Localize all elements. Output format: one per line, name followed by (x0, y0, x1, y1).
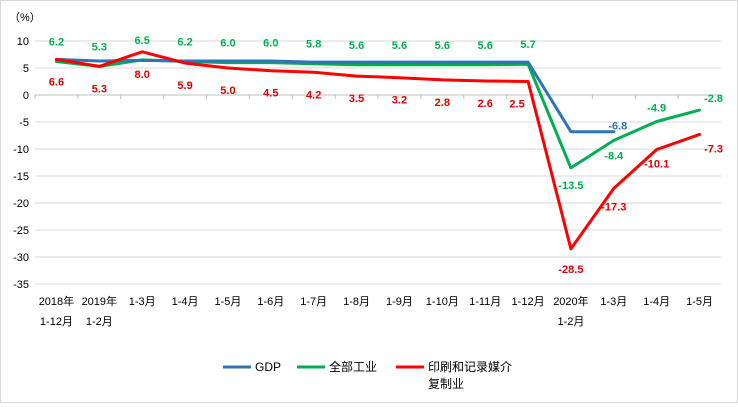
legend-label: 印刷和记录媒介 (428, 360, 512, 374)
axes: （%） 10 5 0 -5 -10 -15 -20 -25 -30 -35 2018年 1-12月 201… (9, 11, 722, 328)
x-tick-label: 1-3月 (129, 296, 156, 308)
x-tick-label: 1-4月 (172, 296, 199, 308)
x-tick-label: 1-5月 (214, 296, 241, 308)
data-label: 2.5 (509, 99, 524, 111)
data-label: -2.8 (704, 93, 723, 105)
data-label: -4.9 (647, 102, 666, 114)
x-tick-label: 1-4月 (643, 296, 670, 308)
data-label: 4.5 (263, 88, 278, 100)
y-tick-label: -10 (13, 144, 29, 156)
data-label: 6.2 (49, 37, 64, 49)
data-label: 3.2 (392, 95, 407, 107)
legend-item: GDP (223, 360, 281, 374)
y-tick-label: 0 (23, 90, 29, 102)
series-lines (54, 50, 702, 251)
data-label: -17.3 (601, 201, 626, 213)
y-tick-label: -35 (13, 279, 29, 291)
y-tick-label: -15 (13, 171, 29, 183)
y-tick-label: -30 (13, 252, 29, 264)
y-unit-label: （%） (9, 11, 41, 24)
x-tick-label: 1-2月 (557, 316, 584, 328)
data-label: -6.8 (608, 121, 627, 133)
data-label: 5.6 (349, 40, 364, 52)
data-label: 5.9 (177, 80, 192, 92)
data-label: -7.3 (704, 143, 723, 155)
y-tick-label: 10 (17, 36, 29, 48)
data-label: 6.5 (135, 35, 150, 47)
data-label: 5.7 (520, 39, 535, 51)
legend-label: 全部工业 (329, 359, 377, 374)
x-tick-label: 2020年 (553, 294, 588, 308)
data-label: -10.1 (644, 159, 669, 171)
data-labels: -6.8 6.2 5.3 6.5 6.2 6.0 6.0 5.8 5.6 5.6 5.6 5.6 5.7… (49, 35, 723, 276)
data-label: 6.2 (177, 37, 192, 49)
legend-item: 全部工业 (297, 359, 377, 374)
x-tick-label: 1-10月 (426, 296, 459, 308)
x-tick-label: 1-9月 (386, 296, 413, 308)
x-tick-label: 1-8月 (343, 296, 370, 308)
gridlines (35, 40, 721, 285)
x-tick-label: 1-7月 (300, 296, 327, 308)
x-tick-label: 1-12月 (512, 296, 545, 308)
x-tick-label: 1-6月 (257, 296, 284, 308)
x-tick-label: 1-11月 (469, 296, 501, 308)
data-label: 5.0 (220, 85, 235, 97)
y-tick-label: -25 (13, 225, 29, 237)
y-tick-label: -5 (19, 117, 29, 129)
x-tick-label: 1-12月 (40, 316, 73, 328)
x-tick-label: 1-2月 (86, 316, 113, 328)
data-label: 3.5 (349, 93, 364, 105)
data-label: 4.2 (306, 89, 321, 101)
data-label: 5.3 (92, 41, 107, 53)
data-label: 5.6 (392, 40, 407, 52)
series-line (54, 50, 702, 251)
data-label: 6.0 (220, 38, 235, 50)
data-label: 8.0 (135, 69, 150, 81)
data-label: 2.8 (435, 97, 450, 109)
y-tick-label: 5 (23, 63, 29, 75)
data-label: -13.5 (558, 180, 583, 192)
data-label: 2.6 (478, 98, 493, 110)
data-label: -8.4 (604, 150, 624, 162)
x-tick-label: 2019年 (82, 294, 117, 308)
legend-label: GDP (255, 360, 281, 374)
data-label: 5.3 (92, 83, 107, 95)
x-tick-label: 1-5月 (686, 296, 713, 308)
x-tick-label: 1-3月 (600, 296, 627, 308)
data-label: 5.6 (478, 40, 493, 52)
x-tick-label: 2018年 (39, 294, 74, 308)
data-label: 6.6 (49, 76, 64, 88)
data-label: 5.8 (306, 39, 321, 51)
y-tick-label: -20 (13, 198, 29, 210)
data-label: -28.5 (558, 264, 583, 276)
data-label: 6.0 (263, 38, 278, 50)
series-line (54, 57, 616, 134)
data-label: 5.6 (435, 40, 450, 52)
legend-label: 复制业 (428, 377, 464, 391)
